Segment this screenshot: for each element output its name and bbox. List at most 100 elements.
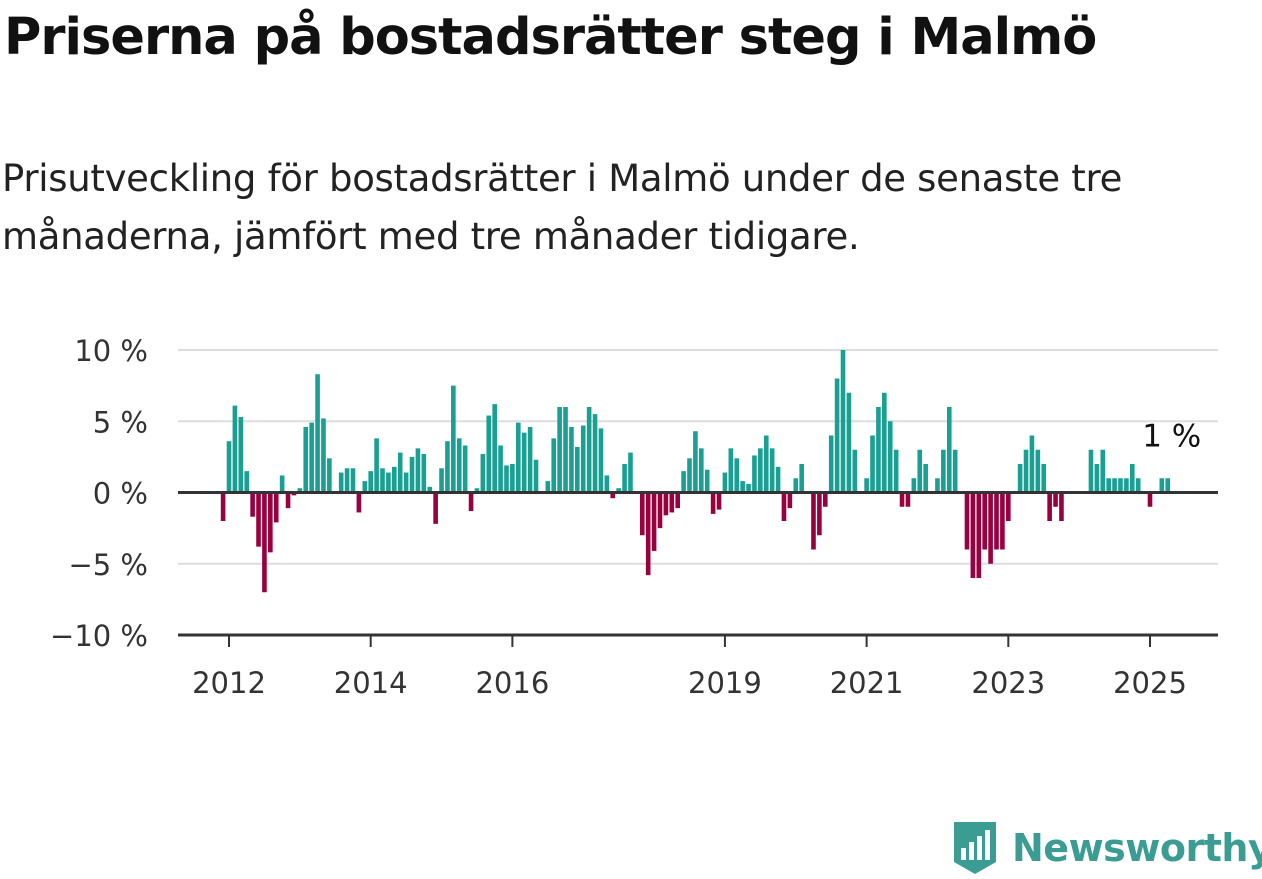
bar xyxy=(811,492,816,550)
bar xyxy=(480,454,486,493)
bar xyxy=(374,438,379,493)
bar xyxy=(769,448,775,493)
bar xyxy=(616,488,621,493)
bar xyxy=(1017,464,1023,493)
bar xyxy=(687,458,692,493)
bar xyxy=(380,468,385,493)
bar xyxy=(1088,449,1094,493)
y-tick-label: 5 % xyxy=(93,405,148,439)
bar xyxy=(474,488,480,493)
bar xyxy=(327,458,332,493)
bar xyxy=(1053,492,1058,507)
bar xyxy=(610,492,616,499)
bar xyxy=(279,475,285,493)
bars xyxy=(220,350,1171,593)
bar xyxy=(763,435,769,493)
bar xyxy=(699,448,704,493)
bar xyxy=(964,492,970,550)
bar xyxy=(262,492,267,593)
bar xyxy=(1112,478,1117,493)
bar xyxy=(226,441,232,493)
bar xyxy=(604,475,610,493)
bar xyxy=(952,449,958,493)
bar xyxy=(297,488,303,493)
bar xyxy=(911,478,917,493)
bar xyxy=(232,405,238,493)
gridlines xyxy=(178,349,1218,565)
bar xyxy=(669,492,675,513)
bar xyxy=(988,492,993,564)
bar xyxy=(492,404,497,493)
bar xyxy=(468,492,474,512)
bar xyxy=(657,492,663,529)
x-tick-label: 2025 xyxy=(1113,666,1187,700)
bar xyxy=(521,432,527,493)
bar xyxy=(817,492,822,536)
bar xyxy=(303,426,309,493)
bar xyxy=(403,472,409,493)
bar xyxy=(882,392,887,493)
bar xyxy=(598,428,604,493)
bar-chart: 10 % 5 % 0 % −5 % −10 % 2012 2014 2016 2019 2021 2… xyxy=(50,334,1218,700)
bar xyxy=(787,492,793,509)
bar xyxy=(268,492,273,553)
bar xyxy=(1047,492,1052,521)
bar xyxy=(746,483,751,493)
bar xyxy=(409,456,415,493)
bar xyxy=(1006,492,1011,521)
bar xyxy=(415,448,421,493)
x-tick-label: 2014 xyxy=(334,666,408,700)
bar xyxy=(309,422,314,493)
bar xyxy=(315,374,320,493)
bar xyxy=(433,492,438,524)
bar xyxy=(799,464,804,493)
bar xyxy=(285,492,291,509)
bar xyxy=(822,492,828,507)
bar xyxy=(563,407,568,493)
bar xyxy=(775,466,781,493)
x-tick-label: 2019 xyxy=(688,666,762,700)
bar xyxy=(628,452,633,493)
bar xyxy=(350,468,356,493)
bar xyxy=(946,407,952,493)
bar xyxy=(1041,464,1047,493)
bar xyxy=(722,472,728,493)
bar xyxy=(645,492,651,576)
bar xyxy=(917,449,923,493)
bar xyxy=(220,492,226,521)
bar xyxy=(510,464,515,493)
chart-subtitle: Prisutveckling för bostadsrätter i Malmö… xyxy=(2,157,1123,258)
bar xyxy=(828,435,834,493)
bar xyxy=(533,459,539,493)
bar xyxy=(392,466,397,493)
x-tick-label: 2021 xyxy=(830,666,904,700)
x-tick-label: 2016 xyxy=(475,666,549,700)
bar xyxy=(870,435,875,493)
bar xyxy=(1035,449,1041,493)
bar xyxy=(486,415,492,493)
bar xyxy=(421,454,427,493)
bar xyxy=(1129,464,1135,493)
last-value-annotation: 1 % xyxy=(1142,418,1201,454)
bar xyxy=(1000,492,1005,550)
bar xyxy=(846,392,852,493)
bar xyxy=(451,385,456,493)
y-tick-label: −10 % xyxy=(50,619,148,653)
bar xyxy=(1124,478,1129,493)
bar xyxy=(793,478,799,493)
bar xyxy=(244,471,250,493)
bar xyxy=(693,431,698,493)
bar xyxy=(551,438,557,493)
bar xyxy=(362,481,368,493)
bar xyxy=(515,422,521,493)
bar xyxy=(250,492,255,517)
bar xyxy=(344,468,350,493)
bar xyxy=(834,378,840,493)
y-tick-label: 10 % xyxy=(74,334,148,368)
bar xyxy=(651,492,657,551)
bar xyxy=(970,492,976,578)
bar xyxy=(982,492,987,550)
bar xyxy=(256,492,261,547)
tick-labels: 10 % 5 % 0 % −5 % −10 % 2012 2014 2016 2019 2021 2… xyxy=(50,334,1187,700)
y-tick-label: 0 % xyxy=(93,477,148,511)
